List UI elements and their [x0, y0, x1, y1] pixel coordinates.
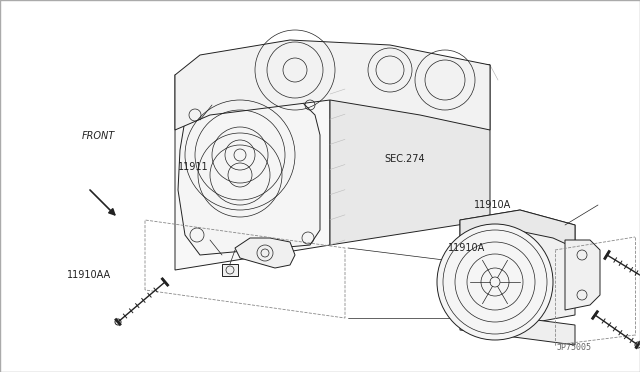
Polygon shape	[175, 40, 490, 130]
Polygon shape	[175, 50, 330, 270]
Polygon shape	[330, 50, 490, 245]
Circle shape	[437, 224, 553, 340]
Polygon shape	[222, 264, 238, 276]
Polygon shape	[178, 95, 320, 255]
Polygon shape	[460, 210, 575, 248]
Text: JP75005: JP75005	[557, 343, 592, 352]
Text: SEC.274: SEC.274	[384, 154, 424, 164]
Polygon shape	[235, 238, 295, 268]
Text: 11910A: 11910A	[474, 200, 511, 210]
Polygon shape	[460, 310, 575, 345]
Text: 11910A: 11910A	[448, 243, 485, 253]
Polygon shape	[565, 240, 600, 310]
Polygon shape	[460, 210, 575, 325]
Text: FRONT: FRONT	[82, 131, 115, 141]
Polygon shape	[175, 50, 490, 90]
Text: 11911: 11911	[178, 162, 209, 172]
Text: 11910AA: 11910AA	[67, 270, 111, 280]
